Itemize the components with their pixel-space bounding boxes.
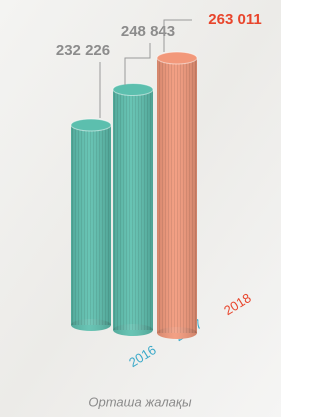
cylinder-shade [157, 58, 197, 333]
cylinder-base-shade [71, 319, 111, 331]
caption: Орташа жалақы [88, 394, 192, 409]
value-label: 263 011 [208, 11, 261, 28]
page: Орташа жалақы 232 2262016248 8432017263 … [0, 0, 320, 417]
cylinder-base-shade [157, 327, 197, 339]
value-label: 248 843 [121, 23, 175, 40]
value-label: 232 226 [56, 42, 110, 59]
cylinder-shade [113, 90, 153, 330]
cylinder-shade [71, 125, 111, 325]
cylinder-top [71, 119, 111, 131]
cylinder-base-shade [113, 324, 153, 336]
cylinder-top [157, 52, 197, 64]
cylinder-top [113, 84, 153, 96]
